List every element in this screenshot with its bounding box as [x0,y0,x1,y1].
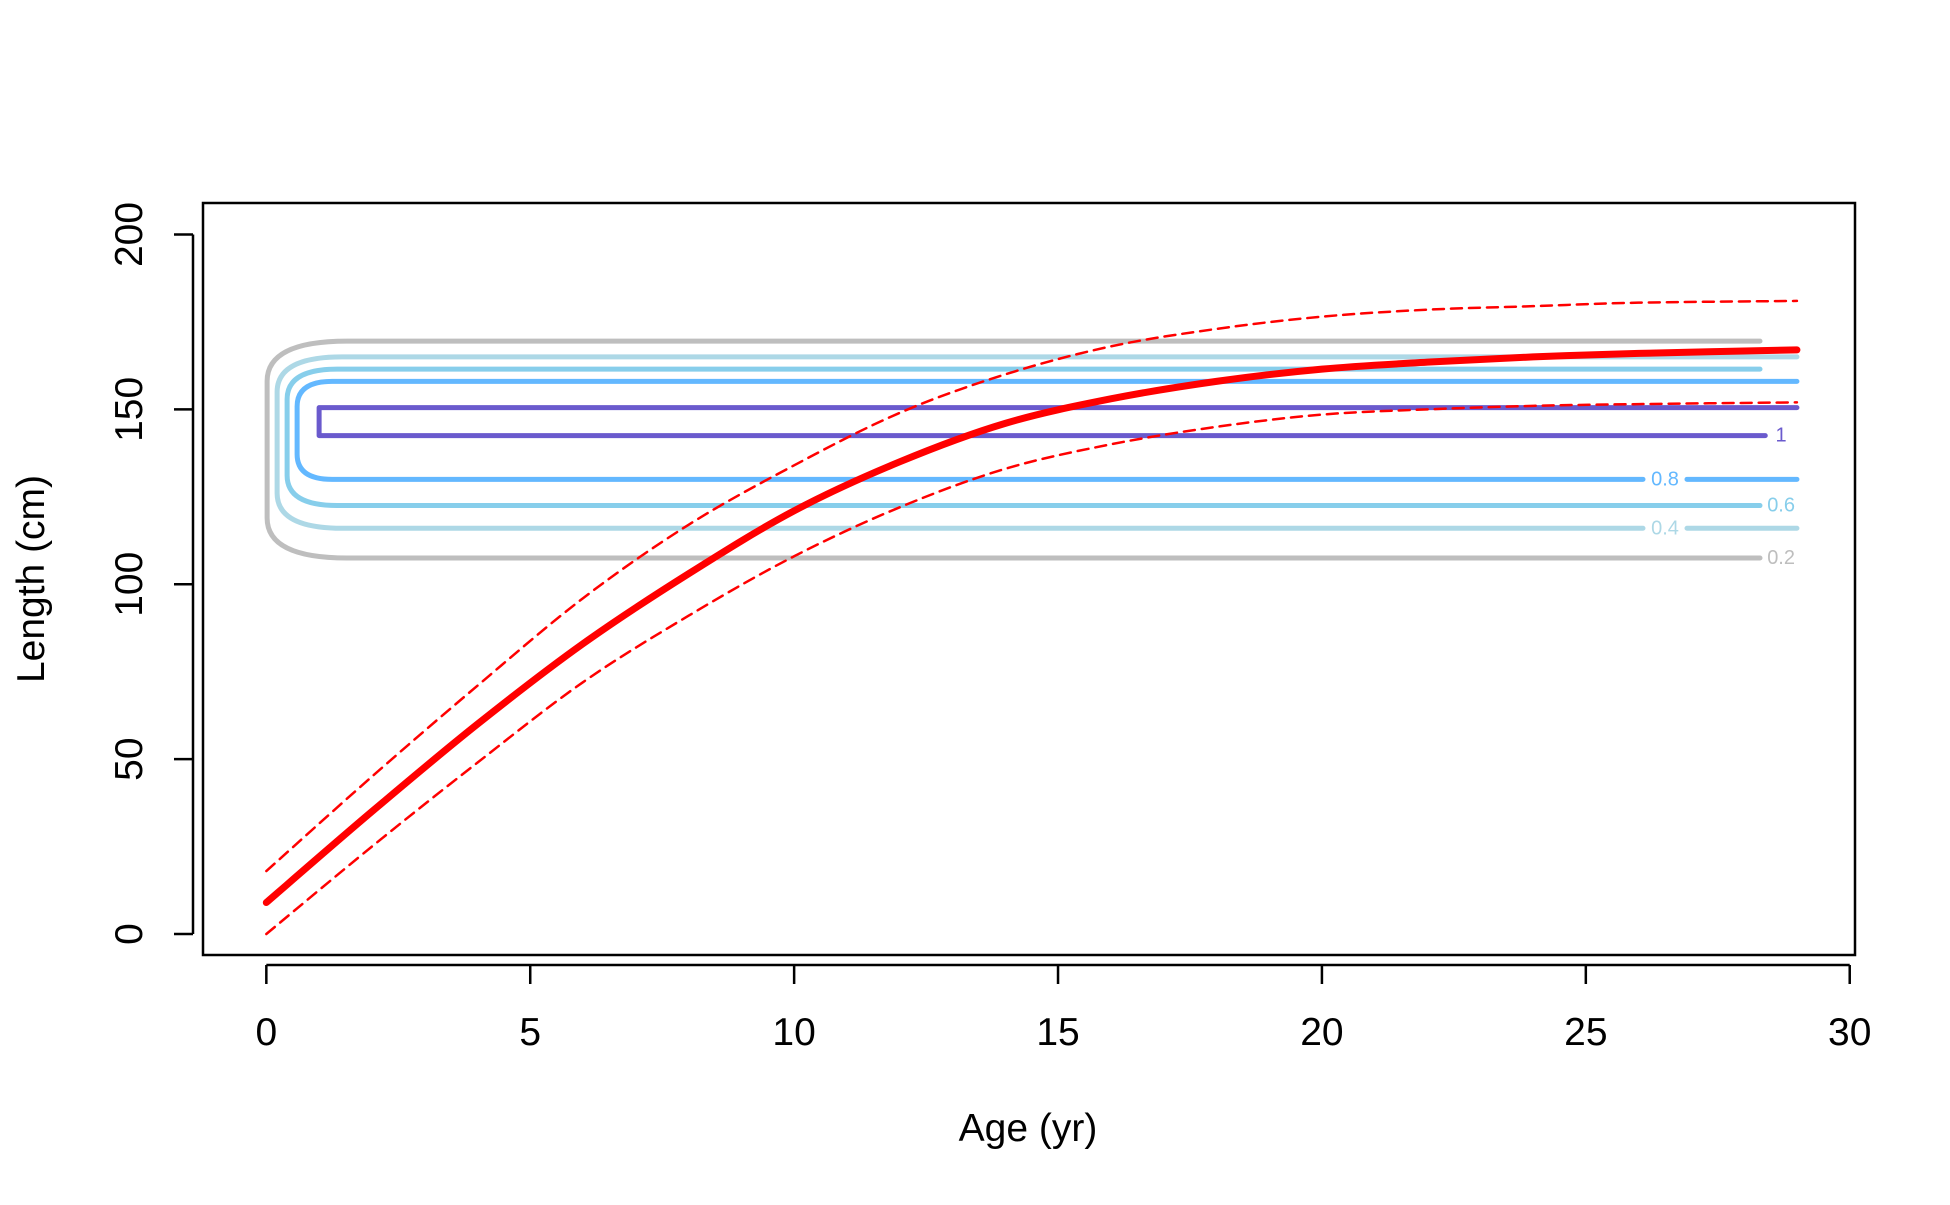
contour-label-1: 1 [1776,425,1787,447]
series-line-upper [265,299,1799,873]
series-line-lower [265,401,1799,936]
contour-label-0-4: 0.4 [1651,517,1679,539]
y-tick-label-200: 200 [108,202,151,267]
contour-level-0-4: 0.4 [274,354,1800,539]
x-axis-title: Age (yr) [959,1107,1098,1150]
contour-line-0-6 [284,366,1763,509]
y-tick-label-100: 100 [108,552,151,617]
series-line-mean [262,346,1801,907]
x-tick-label-15: 15 [1036,1011,1079,1054]
contour-level-0-2: 0.2 [264,338,1795,569]
x-tick-label-25: 25 [1564,1011,1607,1054]
contour-label-0-8: 0.8 [1651,468,1679,490]
contour-level-0-8: 0.8 [294,378,1800,490]
series-layer [262,299,1801,936]
y-tick-label-50: 50 [108,737,151,780]
contour-line-0-2 [264,338,1763,561]
y-tick-label-0: 0 [108,923,151,945]
x-tick-label-5: 5 [519,1011,541,1054]
plot-frame [201,201,1857,957]
y-axis-title: Length (cm) [10,475,53,683]
contour-label-0-2: 0.2 [1767,547,1795,569]
y-tick-label-150: 150 [108,377,151,442]
x-tick-label-10: 10 [772,1011,815,1054]
contour-line-0-4 [274,354,1800,531]
contour-line-0-8 [294,378,1800,482]
contour-label-0-6: 0.6 [1767,495,1795,517]
x-axis: 0 5 10 15 20 25 30 [255,963,1871,1054]
x-tick-label-30: 30 [1828,1011,1871,1054]
y-axis: 0 50 100 150 200 [108,202,195,945]
x-tick-label-0: 0 [255,1011,277,1054]
contour-level-0-6: 0.6 [284,366,1795,517]
x-tick-label-20: 20 [1300,1011,1343,1054]
